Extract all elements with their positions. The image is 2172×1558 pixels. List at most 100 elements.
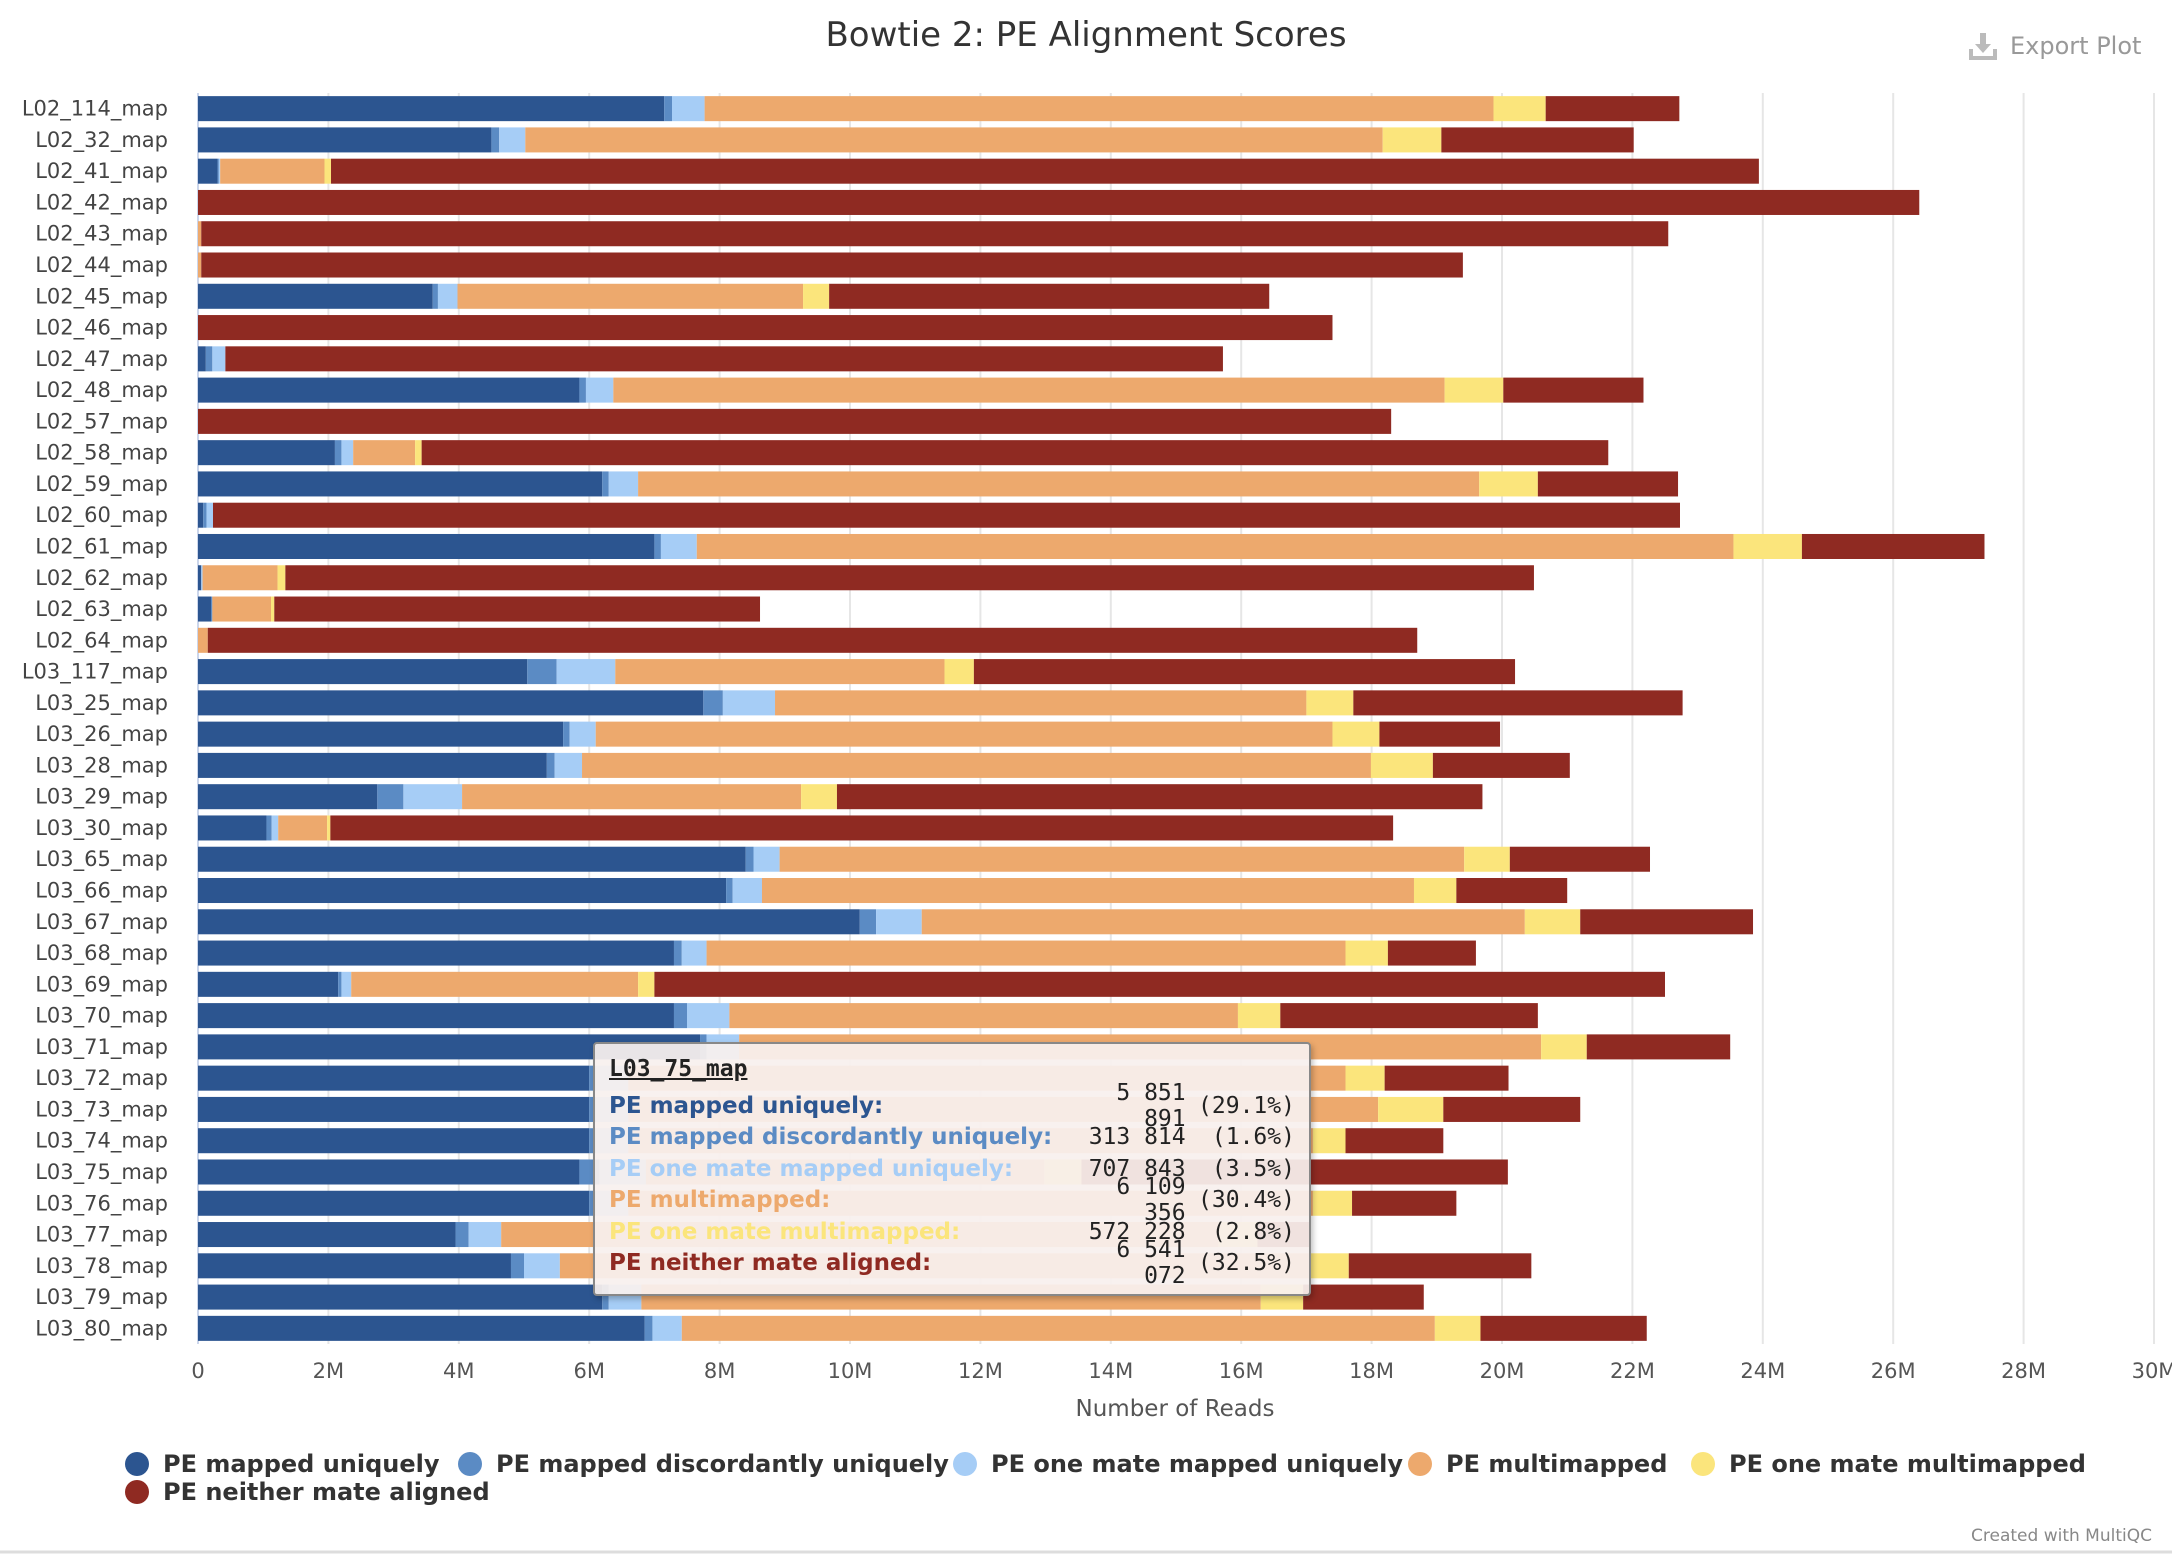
bar-segment[interactable] [377, 784, 404, 810]
bar-segment[interactable] [1480, 1315, 1647, 1341]
bar-segment[interactable] [527, 659, 557, 685]
bar-segment[interactable] [198, 1065, 590, 1091]
bar-segment[interactable] [198, 565, 202, 591]
bar-segment[interactable] [198, 596, 212, 622]
bar-segment[interactable] [198, 346, 206, 372]
bar-segment[interactable] [198, 940, 674, 966]
bar-segment[interactable] [198, 315, 1333, 341]
bar-segment[interactable] [1444, 377, 1504, 403]
bar-segment[interactable] [524, 1253, 560, 1279]
bar-segment[interactable] [1434, 1315, 1481, 1341]
bar-segment[interactable] [546, 752, 555, 778]
bar-segment[interactable] [732, 878, 762, 904]
bar-segment[interactable] [1370, 752, 1433, 778]
bar-segment[interactable] [198, 221, 202, 247]
bar-segment[interactable] [331, 158, 1759, 184]
bar-segment[interactable] [703, 690, 723, 716]
bar-segment[interactable] [217, 158, 219, 184]
bar-segment[interactable] [660, 533, 697, 559]
bar-segment[interactable] [602, 1284, 609, 1310]
bar-segment[interactable] [836, 784, 1483, 810]
bar-segment[interactable] [403, 784, 463, 810]
bar-segment[interactable] [654, 971, 1665, 997]
bar-segment[interactable] [1379, 721, 1501, 747]
bar-segment[interactable] [432, 283, 438, 309]
bar-segment[interactable] [602, 471, 609, 497]
bar-segment[interactable] [1545, 96, 1680, 122]
bar-segment[interactable] [198, 96, 665, 122]
legend-marker[interactable] [953, 1452, 977, 1476]
bar-segment[interactable] [803, 283, 830, 309]
bar-segment[interactable] [615, 659, 945, 685]
bar-segment[interactable] [589, 1128, 596, 1154]
bar-segment[interactable] [1387, 940, 1476, 966]
bar-segment[interactable] [579, 377, 586, 403]
bar-segment[interactable] [198, 1128, 590, 1154]
export-plot-button[interactable]: Export Plot [1966, 26, 2141, 66]
bar-segment[interactable] [203, 502, 207, 528]
bar-segment[interactable] [198, 189, 1920, 215]
bar-segment[interactable] [207, 627, 1418, 653]
bar-segment[interactable] [1503, 377, 1644, 403]
bar-segment[interactable] [729, 1003, 1238, 1029]
bar-segment[interactable] [1382, 127, 1442, 153]
bar-segment[interactable] [1524, 909, 1581, 935]
bar-segment[interactable] [211, 596, 213, 622]
bar-segment[interactable] [801, 784, 837, 810]
bar-segment[interactable] [212, 346, 226, 372]
bar-segment[interactable] [1541, 1034, 1587, 1060]
bar-segment[interactable] [681, 940, 707, 966]
bar-segment[interactable] [198, 721, 564, 747]
bar-segment[interactable] [198, 690, 704, 716]
bar-segment[interactable] [341, 971, 352, 997]
bar-segment[interactable] [829, 283, 1270, 309]
legend-marker[interactable] [1691, 1452, 1715, 1476]
bar-segment[interactable] [664, 96, 673, 122]
bar-segment[interactable] [421, 440, 1609, 466]
bar-segment[interactable] [198, 627, 208, 653]
bar-segment[interactable] [198, 1284, 603, 1310]
bar-segment[interactable] [876, 909, 922, 935]
bar-segment[interactable] [220, 158, 325, 184]
bar-segment[interactable] [1801, 533, 1985, 559]
bar-segment[interactable] [198, 252, 202, 278]
bar-segment[interactable] [921, 909, 1525, 935]
bar-segment[interactable] [595, 721, 1333, 747]
legend-marker[interactable] [125, 1452, 149, 1476]
bar-segment[interactable] [652, 1315, 682, 1341]
legend-marker[interactable] [1408, 1452, 1432, 1476]
bar-segment[interactable] [613, 377, 1445, 403]
bar-segment[interactable] [1306, 690, 1354, 716]
bar-segment[interactable] [205, 346, 213, 372]
bar-segment[interactable] [201, 252, 1463, 278]
bar-segment[interactable] [274, 596, 761, 622]
bar-segment[interactable] [351, 971, 639, 997]
bar-segment[interactable] [775, 690, 1307, 716]
bar-segment[interactable] [198, 1096, 590, 1122]
bar-segment[interactable] [338, 971, 342, 997]
bar-segment[interactable] [330, 815, 1394, 841]
bar-segment[interactable] [1586, 1034, 1731, 1060]
bar-segment[interactable] [638, 471, 1480, 497]
bar-segment[interactable] [582, 752, 1371, 778]
bar-segment[interactable] [278, 815, 328, 841]
bar-segment[interactable] [198, 440, 335, 466]
bar-segment[interactable] [673, 1003, 687, 1029]
bar-segment[interactable] [334, 440, 342, 466]
bar-segment[interactable] [212, 596, 272, 622]
bar-segment[interactable] [198, 377, 580, 403]
bar-segment[interactable] [201, 221, 1669, 247]
bar-segment[interactable] [1479, 471, 1538, 497]
bar-segment[interactable] [198, 533, 655, 559]
bar-segment[interactable] [1733, 533, 1802, 559]
bar-segment[interactable] [1303, 1284, 1424, 1310]
bar-segment[interactable] [1537, 471, 1679, 497]
legend-label[interactable]: PE neither mate aligned [163, 1478, 490, 1506]
bar-segment[interactable] [437, 283, 458, 309]
bar-segment[interactable] [726, 878, 733, 904]
bar-segment[interactable] [198, 471, 603, 497]
bar-segment[interactable] [608, 471, 639, 497]
bar-segment[interactable] [585, 377, 614, 403]
bar-segment[interactable] [327, 815, 331, 841]
bar-segment[interactable] [285, 565, 1534, 591]
